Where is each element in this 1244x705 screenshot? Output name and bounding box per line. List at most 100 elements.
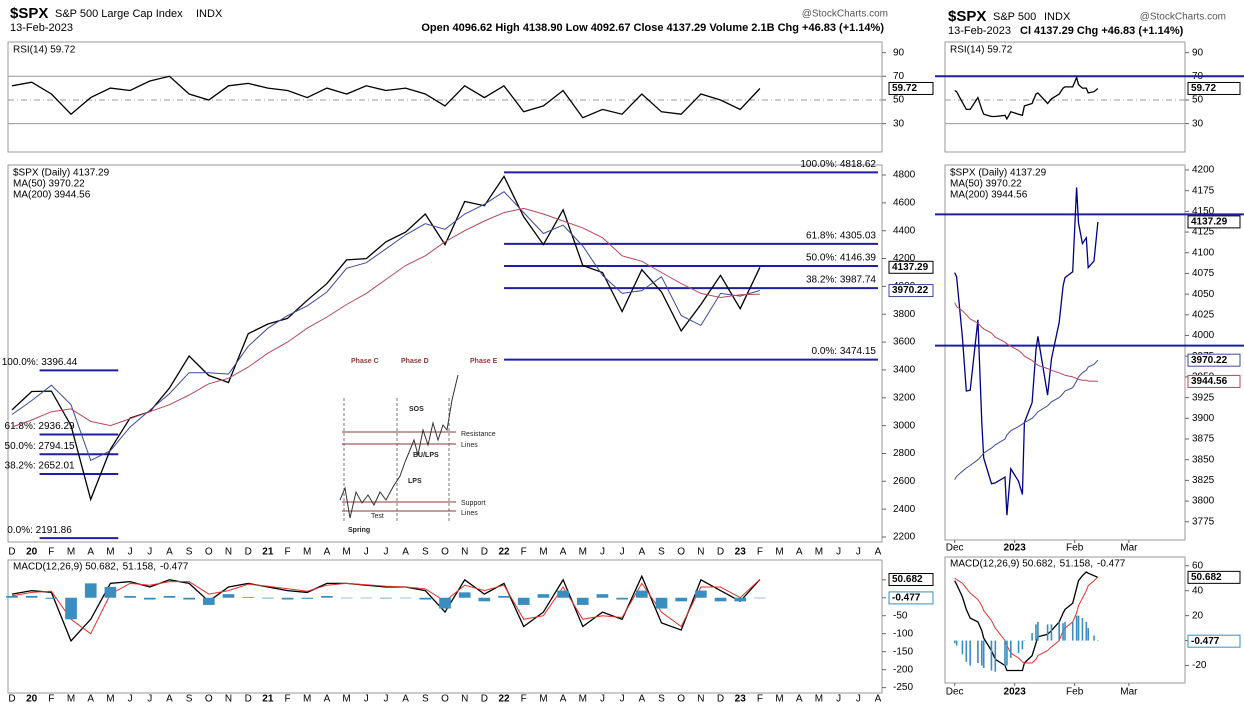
x-tick-label: N (461, 694, 468, 705)
x-tick-label: 23 (735, 547, 747, 558)
histogram-bar (380, 597, 392, 599)
y-tick-label: -20 (1192, 660, 1207, 671)
x-tick-label: O (205, 694, 213, 705)
x-tick-label: F (757, 694, 763, 705)
y-tick-label: 4075 (1192, 268, 1215, 279)
series-line (954, 75, 1099, 121)
y-tick-label: 3850 (1192, 454, 1215, 465)
y-tick-label: 3000 (893, 420, 916, 431)
y-tick-label: 4125 (1192, 227, 1215, 238)
legend-entry: -0.477 (160, 562, 189, 573)
x-tick-label: J (836, 547, 841, 558)
x-tick-label: J (600, 547, 605, 558)
value-tag (1187, 215, 1241, 229)
histogram-bar (969, 640, 971, 666)
histogram-bar (1075, 615, 1078, 641)
series-line (954, 359, 1099, 480)
x-tick-label: M (342, 694, 350, 705)
series-line (954, 576, 1099, 664)
series-line (11, 574, 761, 643)
histogram-bar (143, 597, 156, 600)
histogram-bar (576, 597, 589, 605)
x-tick-label: Feb (1066, 543, 1084, 554)
x-tick-label: M (539, 694, 547, 705)
x-tick-label: M (67, 694, 75, 705)
histogram-bar (1058, 621, 1060, 641)
series-line (11, 191, 761, 462)
y-tick-label: 3800 (1192, 496, 1215, 507)
value-tag-label: 50.682 (1191, 572, 1222, 583)
x-tick-label: N (697, 547, 704, 558)
x-tick-label: 20 (26, 694, 38, 705)
date: 13-Feb-2023 (948, 25, 1011, 37)
source: @StockCharts.com (802, 9, 888, 20)
histogram-bar (1021, 640, 1024, 650)
fib-label: 61.8%: 4305.03 (806, 231, 876, 242)
x-tick-label: 21 (262, 547, 274, 558)
x-tick-label: A (324, 694, 331, 705)
value-tag (888, 284, 934, 298)
y-tick-label: 50 (1192, 95, 1204, 106)
x-tick-label: M (342, 547, 350, 558)
histogram-bar (695, 590, 707, 598)
value-tag (888, 260, 934, 274)
y-tick-label: 3925 (1192, 392, 1215, 403)
value-tag-label: 59.72 (1191, 83, 1216, 94)
y-tick-label: 2600 (893, 476, 916, 487)
x-tick-label: M (579, 547, 587, 558)
histogram-bar (104, 586, 117, 598)
y-tick-label: 2200 (893, 532, 916, 543)
inset-label: SOS (409, 406, 424, 413)
histogram-bar (1031, 633, 1033, 641)
y-tick-label: 90 (1192, 47, 1204, 58)
x-tick-label: Mar (1120, 687, 1138, 698)
x-tick-label: M (815, 547, 823, 558)
y-tick-label: 50 (893, 95, 905, 106)
x-tick-label: F (48, 694, 54, 705)
y-tick-label: 4025 (1192, 309, 1215, 320)
x-tick-label: M (67, 547, 75, 558)
histogram-bar (734, 597, 747, 602)
histogram-bar (961, 640, 964, 655)
inset-label: BU/LPS (413, 452, 439, 459)
histogram-bar (955, 640, 958, 646)
y-tick-label: 3900 (1192, 413, 1215, 424)
value-tag (1187, 634, 1241, 648)
histogram-bar (977, 640, 979, 664)
x-tick-label: 20 (26, 547, 38, 558)
quote: Open 4096.62 High 4138.90 Low 4092.67 Cl… (421, 22, 884, 34)
inset-label: Lines (461, 442, 478, 449)
y-tick-label: 30 (1192, 118, 1204, 129)
x-tick-label: D (245, 547, 252, 558)
inset-label: LPS (408, 478, 422, 485)
histogram-bar (498, 595, 510, 598)
legend-entry: MACD(12,26,9) 50.682, (950, 559, 1056, 570)
x-tick-label: O (441, 694, 449, 705)
inset-label: Test (371, 513, 384, 520)
histogram-bar (478, 597, 491, 602)
histogram-bar (953, 640, 956, 644)
y-tick-label: 4200 (893, 253, 916, 264)
fib-label: 38.2%: 2652.01 (5, 461, 75, 472)
histogram-bar (340, 597, 353, 599)
y-tick-label: 2400 (893, 504, 916, 515)
x-tick-label: A (638, 547, 645, 558)
value-tag-label: 50.682 (892, 574, 923, 585)
x-tick-label: A (87, 547, 94, 558)
legend-entry: $SPX (Daily) 4137.29 (13, 168, 110, 179)
value-tag (1187, 570, 1241, 584)
x-tick-label: D (245, 694, 252, 705)
y-tick-label: 4000 (1192, 330, 1215, 341)
index-name: S&P 500 (993, 11, 1036, 23)
panel-frame (7, 559, 883, 694)
y-tick-label: 3875 (1192, 434, 1215, 445)
x-tick-label: J (364, 547, 369, 558)
x-tick-label: J (600, 694, 605, 705)
fib-label: 100.0%: 3396.44 (2, 357, 78, 368)
x-tick-label: D (481, 694, 488, 705)
x-tick-label: Mar (1120, 543, 1138, 554)
histogram-bar (360, 597, 373, 599)
x-tick-label: J (147, 547, 152, 558)
